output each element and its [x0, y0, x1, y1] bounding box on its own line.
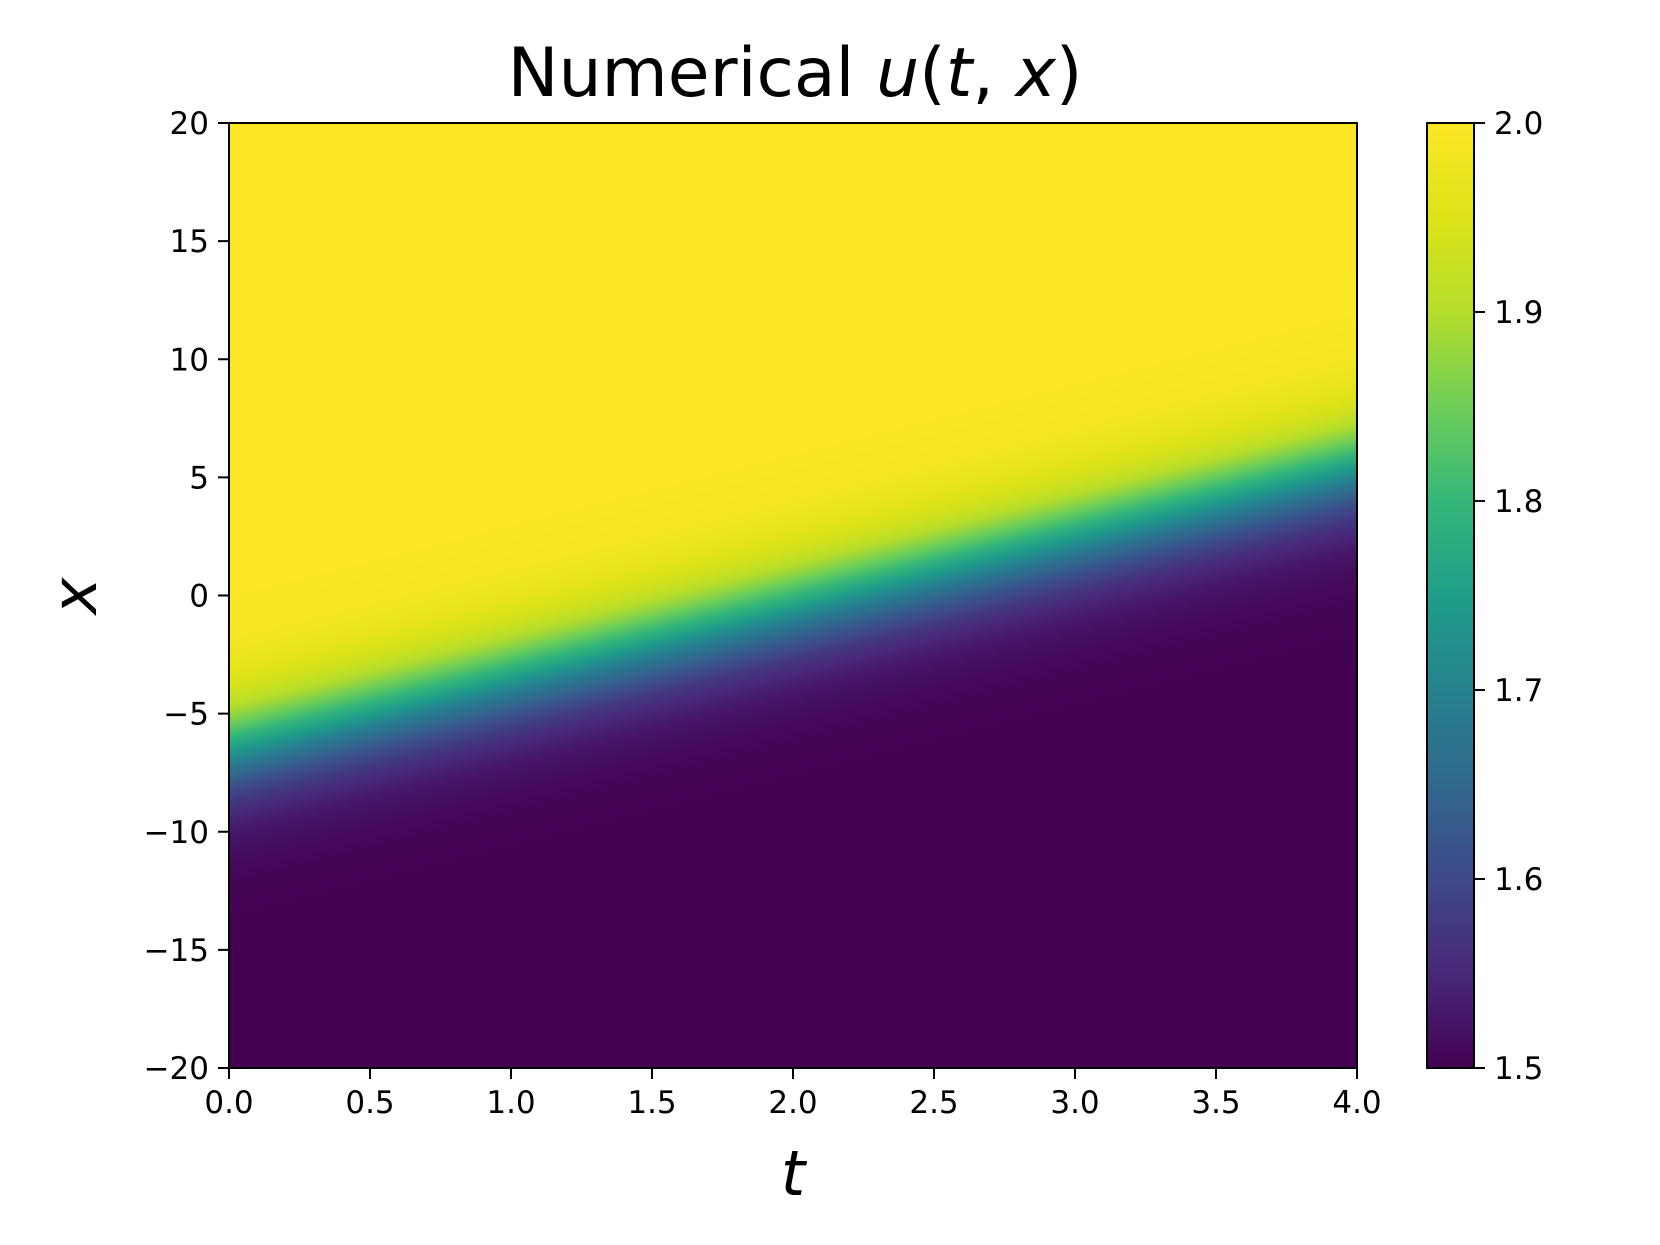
y-tick-label: 15 — [170, 224, 209, 260]
x-tick-label: 2.5 — [909, 1085, 958, 1121]
x-axis: 0.0 0.5 1.0 1.5 2.0 2.5 3.0 3.5 4.0 — [204, 1068, 1382, 1121]
y-axis: 20 15 10 5 0 −5 −10 −15 −20 — [144, 106, 229, 1087]
x-tick-label: 0.5 — [345, 1085, 394, 1121]
colorbar-tick-label: 1.6 — [1494, 862, 1543, 898]
y-tick-label: −10 — [144, 815, 209, 851]
y-axis-label: x — [38, 576, 111, 616]
x-tick-label: 4.0 — [1332, 1085, 1381, 1121]
y-tick-label: 20 — [170, 106, 209, 142]
y-tick-label: −20 — [144, 1051, 209, 1087]
colorbar-tick-label: 2.0 — [1494, 106, 1543, 142]
x-tick-label: 3.5 — [1191, 1085, 1240, 1121]
colorbar-tick-label: 1.9 — [1494, 295, 1543, 331]
colorbar-axis: 2.0 1.9 1.8 1.7 1.6 1.5 — [1474, 106, 1543, 1087]
x-tick-label: 1.0 — [486, 1085, 535, 1121]
x-tick-label: 1.5 — [627, 1085, 676, 1121]
colorbar-tick-label: 1.7 — [1494, 673, 1543, 709]
x-axis-label: t — [781, 1137, 808, 1210]
colorbar — [1426, 122, 1475, 1069]
y-tick-label: 10 — [170, 342, 209, 378]
colorbar-tick-label: 1.8 — [1494, 484, 1543, 520]
x-tick-label: 0.0 — [204, 1085, 253, 1121]
x-tick-label: 3.0 — [1050, 1085, 1099, 1121]
y-tick-label: −15 — [144, 933, 209, 969]
y-tick-label: 5 — [189, 460, 209, 496]
y-tick-label: −5 — [163, 697, 209, 733]
x-tick-label: 2.0 — [768, 1085, 817, 1121]
chart-title: Numerical u(t, x) — [508, 34, 1083, 113]
colorbar-tick-label: 1.5 — [1494, 1051, 1543, 1087]
heatmap-image — [229, 123, 1357, 1068]
y-tick-label: 0 — [189, 579, 209, 615]
